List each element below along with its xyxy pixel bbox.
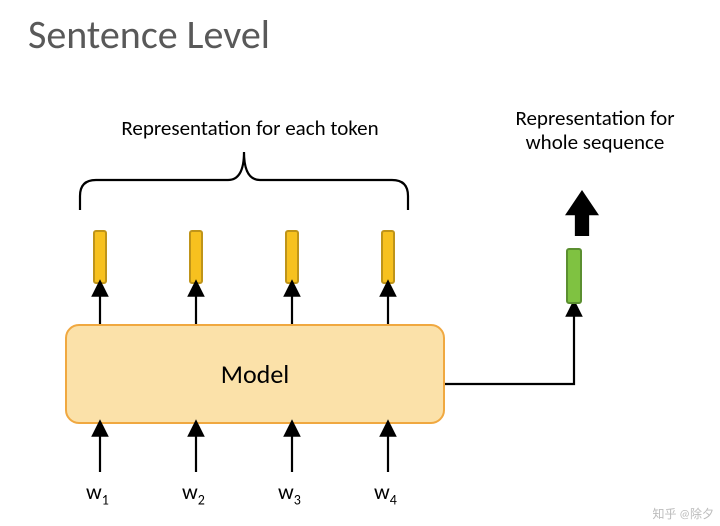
- input-token-label-2: w2: [182, 478, 205, 508]
- input-token-label-3: w3: [278, 478, 301, 508]
- input-token-label-1: w1: [86, 478, 109, 508]
- big-up-arrow-icon: [0, 0, 720, 526]
- watermark: 知乎 @除夕: [653, 505, 714, 522]
- input-token-label-4: w4: [374, 478, 397, 508]
